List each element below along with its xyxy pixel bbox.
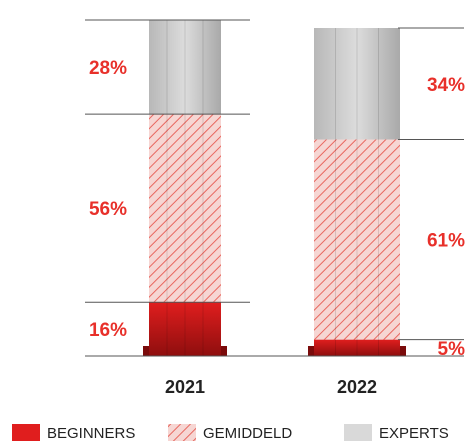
value-label-experts-2021: 28% — [89, 58, 127, 79]
bar-beginners-2021 — [149, 302, 221, 356]
bar-gemiddeld-2022 — [314, 139, 400, 340]
bar-gemiddeld-2021 — [149, 114, 221, 303]
value-label-gemiddeld-2022: 61% — [427, 231, 465, 252]
legend-label-gemiddeld: GEMIDDELD — [203, 425, 292, 442]
legend-swatch-beginners — [12, 424, 40, 441]
legend-label-experts: EXPERTS — [379, 425, 449, 442]
value-label-beginners-2022: 5% — [438, 339, 466, 360]
legend-swatch-experts — [344, 424, 372, 441]
category-label-2021: 2021 — [165, 377, 205, 397]
value-label-gemiddeld-2021: 56% — [89, 199, 127, 220]
legend-label-beginners: BEGINNERS — [47, 425, 135, 442]
value-label-experts-2022: 34% — [427, 75, 465, 96]
bar-beginners-2022 — [314, 339, 400, 356]
value-label-beginners-2021: 16% — [89, 320, 127, 341]
legend-item-gemiddeld: GEMIDDELD — [168, 424, 292, 442]
bar-experts-2022 — [314, 28, 400, 140]
bar-experts-2021 — [149, 20, 221, 115]
legend-item-beginners: BEGINNERS — [12, 424, 135, 442]
category-label-2022: 2022 — [337, 377, 377, 397]
legend-swatch-gemiddeld — [168, 424, 196, 441]
legend-item-experts: EXPERTS — [344, 424, 449, 442]
